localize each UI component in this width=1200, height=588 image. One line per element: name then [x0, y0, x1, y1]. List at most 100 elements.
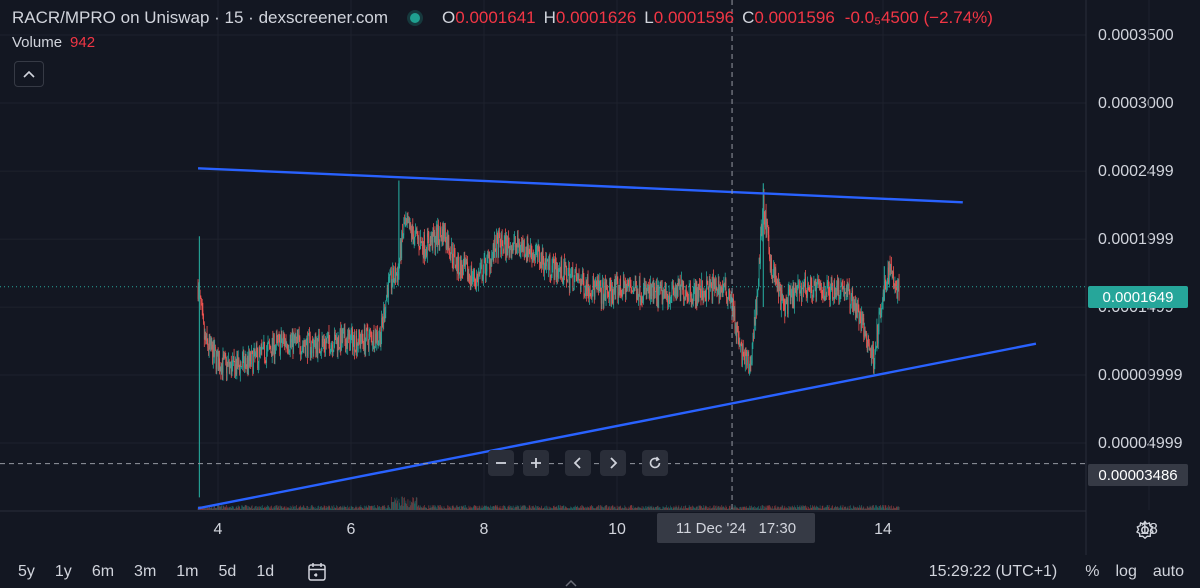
volume-bar: [772, 508, 774, 510]
volume-bar: [834, 505, 836, 510]
volume-bar: [870, 506, 872, 510]
volume-bar: [886, 506, 888, 510]
zoom-in-button[interactable]: [523, 450, 549, 476]
range-1d-button[interactable]: 1d: [256, 562, 275, 580]
candle-body: [300, 353, 302, 355]
volume-bar: [743, 506, 745, 510]
candle-body: [695, 281, 697, 305]
volume-bar: [896, 505, 898, 510]
candle-body: [659, 284, 661, 288]
candle-body: [449, 251, 450, 254]
volume-bar: [774, 507, 776, 510]
volume-bar: [475, 505, 477, 510]
volume-bar: [422, 508, 423, 510]
candle-body: [201, 304, 203, 311]
expand-up-icon[interactable]: [564, 578, 578, 588]
range-1y-button[interactable]: 1y: [54, 562, 72, 580]
candle-body: [421, 241, 423, 243]
candle-body: [710, 282, 712, 284]
candle-body: [689, 286, 691, 288]
candle-body: [684, 297, 686, 299]
candle-body: [663, 289, 664, 293]
candle-body: [460, 261, 462, 279]
candle-body: [637, 291, 639, 300]
range-6m-button[interactable]: 6m: [91, 562, 115, 580]
volume-bar: [519, 508, 520, 510]
scroll-right-button[interactable]: [600, 450, 626, 476]
volume-bar: [794, 505, 795, 510]
percent-scale-button[interactable]: %: [1085, 562, 1100, 580]
volume-bar: [871, 507, 872, 510]
candle-body: [444, 228, 446, 239]
volume-bar: [448, 505, 450, 510]
settings-gear-icon[interactable]: [1134, 519, 1156, 541]
candle-body: [218, 358, 220, 371]
candle-body: [541, 248, 543, 268]
candle-body: [672, 280, 673, 285]
candle-body: [810, 276, 812, 286]
candle-body: [554, 256, 556, 280]
volume-bar: [882, 505, 883, 510]
scroll-left-button[interactable]: [565, 450, 591, 476]
volume-bar: [569, 508, 571, 510]
candle-body: [403, 222, 405, 236]
candle-body: [699, 284, 700, 286]
candle-body: [722, 290, 724, 295]
candle-body: [516, 245, 518, 247]
candle-body: [513, 240, 515, 247]
goto-date-calendar-icon[interactable]: [306, 561, 328, 583]
candle-body: [760, 224, 762, 234]
volume-bar: [212, 508, 213, 510]
volume-bar: [428, 505, 430, 510]
candle-body: [617, 281, 619, 299]
log-scale-button[interactable]: log: [1115, 562, 1137, 580]
candle-body: [526, 237, 528, 257]
clock-display[interactable]: 15:29:22 (UTC+1): [928, 562, 1058, 580]
volume-bar: [554, 507, 556, 510]
candle-body: [492, 244, 494, 254]
candle-body: [390, 270, 392, 289]
volume-bar: [787, 507, 788, 510]
candle-body: [519, 250, 521, 252]
trendline: [197, 342, 1037, 510]
range-3m-button[interactable]: 3m: [134, 562, 157, 580]
volume-bar: [315, 508, 317, 510]
candle-body: [550, 275, 551, 278]
candle-body: [528, 249, 529, 258]
volume-bar: [807, 506, 809, 510]
range-5y-button[interactable]: 5y: [18, 562, 35, 580]
candle-body: [361, 330, 363, 339]
volume-bar: [595, 508, 597, 510]
volume-bar: [651, 505, 653, 510]
volume-bar: [447, 505, 448, 510]
candle-body: [720, 286, 722, 294]
volume-bar: [858, 507, 860, 510]
candle-body: [529, 253, 531, 255]
volume-bar: [524, 505, 526, 510]
candle-body: [600, 291, 602, 304]
zoom-out-button[interactable]: [488, 450, 514, 476]
volume-bar: [546, 508, 548, 510]
auto-scale-button[interactable]: auto: [1152, 562, 1184, 580]
candle-body: [751, 363, 752, 364]
candle-body: [292, 330, 294, 353]
volume-bar: [290, 508, 292, 510]
candle-body: [340, 329, 342, 350]
candle-body: [233, 356, 235, 362]
volume-bar: [221, 505, 222, 510]
range-5d-button[interactable]: 5d: [218, 562, 237, 580]
candle-body: [798, 280, 799, 283]
candle-body: [525, 252, 527, 255]
volume-bar: [593, 508, 594, 510]
volume-bar: [782, 505, 784, 510]
volume-bar: [284, 508, 286, 510]
candle-body: [632, 290, 634, 292]
volume-bar: [366, 506, 368, 510]
volume-bar: [321, 505, 322, 510]
candle-body: [476, 276, 478, 278]
reset-chart-button[interactable]: [642, 450, 668, 476]
candle-body: [738, 338, 740, 346]
collapse-legend-button[interactable]: [14, 61, 44, 87]
volume-bar: [866, 508, 867, 510]
range-1m-button[interactable]: 1m: [176, 562, 199, 580]
